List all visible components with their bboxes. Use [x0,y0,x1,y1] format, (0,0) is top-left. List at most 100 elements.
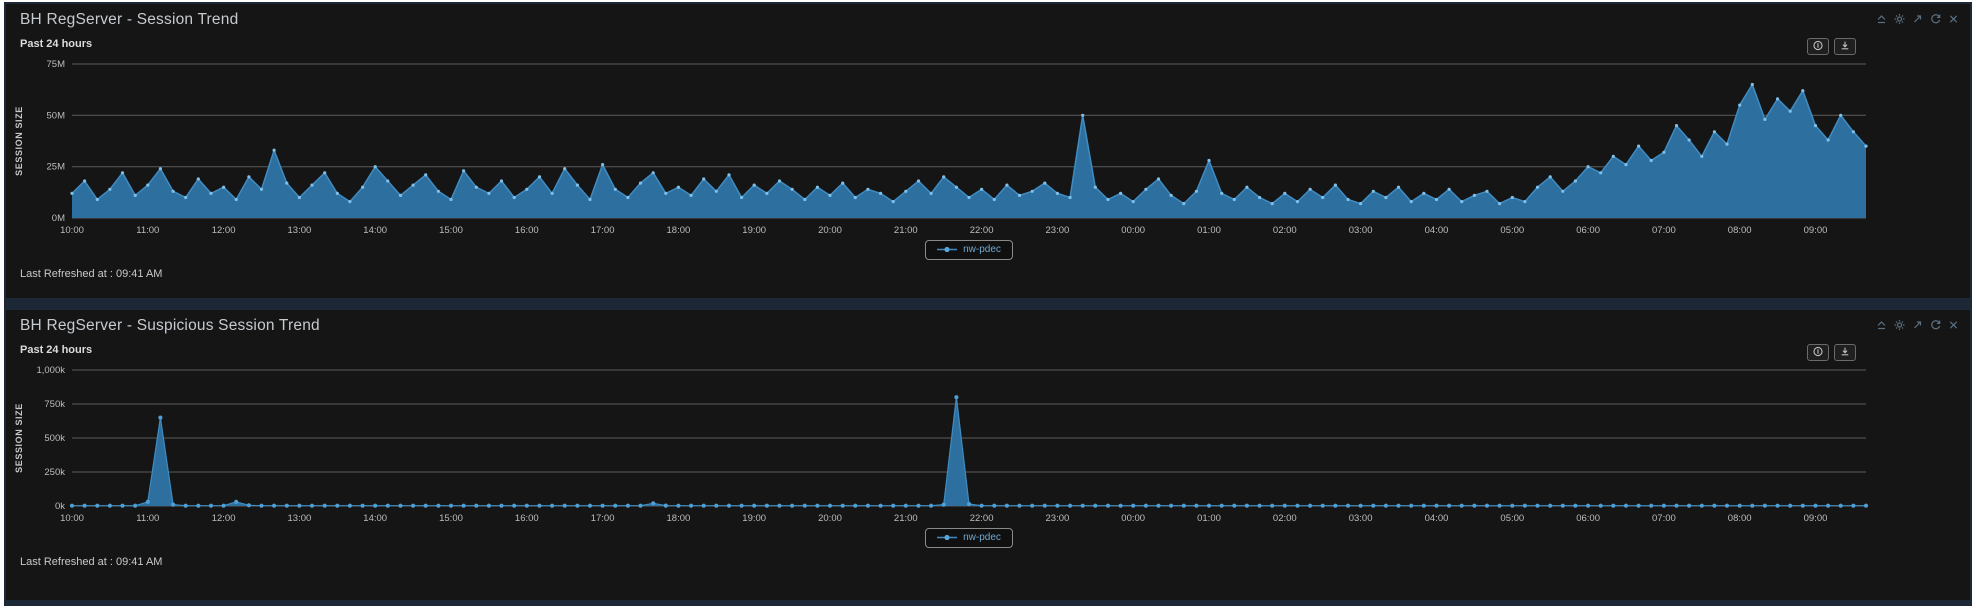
chart-info-button[interactable] [1807,38,1829,55]
timeframe-label: Past 24 hours [20,38,93,50]
download-button[interactable] [1834,344,1856,361]
svg-text:14:00: 14:00 [363,513,387,524]
svg-text:02:00: 02:00 [1273,513,1297,524]
svg-text:13:00: 13:00 [288,513,312,524]
panel-title: BH RegServer - Session Trend [20,11,239,28]
close-icon[interactable] [1946,318,1960,331]
panel-session-trend: BH RegServer - Session Trend Pas [6,4,1970,298]
last-refreshed-text: Last Refreshed at : 09:41 AM [20,268,163,280]
svg-text:22:00: 22:00 [970,225,994,236]
collapse-icon[interactable] [1874,318,1888,331]
svg-text:11:00: 11:00 [136,513,159,524]
svg-text:00:00: 00:00 [1121,225,1145,236]
refresh-icon[interactable] [1928,12,1942,25]
svg-text:04:00: 04:00 [1425,225,1449,236]
panel-title: BH RegServer - Suspicious Session Trend [20,317,320,334]
panel-header: BH RegServer - Suspicious Session Trend [6,310,1970,342]
svg-text:09:00: 09:00 [1804,225,1828,236]
svg-text:03:00: 03:00 [1349,225,1373,236]
svg-text:06:00: 06:00 [1576,225,1600,236]
svg-text:19:00: 19:00 [742,225,766,236]
info-circle-icon [1812,345,1824,360]
svg-text:10:00: 10:00 [60,225,84,236]
svg-text:01:00: 01:00 [1197,513,1221,524]
svg-text:08:00: 08:00 [1728,513,1752,524]
legend-label: nw-pdec [963,532,1001,543]
svg-text:02:00: 02:00 [1273,225,1297,236]
chart-toolbar [1807,38,1856,55]
expand-icon[interactable] [1910,12,1924,25]
panel-suspicious-session-trend: BH RegServer - Suspicious Session Trend [6,310,1970,600]
expand-icon[interactable] [1910,318,1924,331]
chart-toolbar [1807,344,1856,361]
close-icon[interactable] [1946,12,1960,25]
svg-text:0M: 0M [52,213,65,224]
svg-text:1,000k: 1,000k [36,365,65,376]
info-circle-icon [1812,39,1824,54]
svg-text:15:00: 15:00 [439,225,463,236]
svg-text:07:00: 07:00 [1652,513,1676,524]
session-trend-chart[interactable]: 0M 25M 50M 75M SESSION SIZE 10:00 11:00 12:00 13… [6,54,1966,240]
svg-text:04:00: 04:00 [1425,513,1449,524]
svg-text:00:00: 00:00 [1121,513,1145,524]
timeframe-label: Past 24 hours [20,344,93,356]
svg-text:23:00: 23:00 [1046,225,1070,236]
last-refreshed-text: Last Refreshed at : 09:41 AM [20,556,163,568]
svg-text:20:00: 20:00 [818,225,842,236]
svg-text:06:00: 06:00 [1576,513,1600,524]
svg-text:01:00: 01:00 [1197,225,1221,236]
settings-gear-icon[interactable] [1892,12,1906,25]
svg-text:50M: 50M [47,110,66,121]
svg-text:09:00: 09:00 [1804,513,1828,524]
svg-text:16:00: 16:00 [515,513,539,524]
svg-text:250k: 250k [44,467,65,478]
svg-text:500k: 500k [44,433,65,444]
legend-label: nw-pdec [963,244,1001,255]
svg-text:08:00: 08:00 [1728,225,1752,236]
svg-text:18:00: 18:00 [667,225,691,236]
svg-text:12:00: 12:00 [212,225,236,236]
svg-text:16:00: 16:00 [515,225,539,236]
svg-text:21:00: 21:00 [894,513,918,524]
svg-text:17:00: 17:00 [591,225,615,236]
svg-text:18:00: 18:00 [667,513,691,524]
panel-controls [1874,12,1960,25]
svg-text:75M: 75M [47,59,66,70]
dashboard: BH RegServer - Session Trend Pas [4,2,1972,606]
suspicious-session-trend-chart[interactable]: 0k 250k 500k 750k 1,000k SESSION SIZE 10:00 11:… [6,360,1966,528]
svg-text:15:00: 15:00 [439,513,463,524]
download-icon [1839,345,1851,360]
svg-text:0k: 0k [55,501,65,512]
legend-row: nw-pdec [72,528,1866,548]
chart-info-button[interactable] [1807,344,1829,361]
svg-text:19:00: 19:00 [742,513,766,524]
svg-text:05:00: 05:00 [1500,225,1524,236]
series-marker-icon [937,534,958,541]
svg-text:22:00: 22:00 [970,513,994,524]
svg-text:03:00: 03:00 [1349,513,1373,524]
download-button[interactable] [1834,38,1856,55]
svg-text:SESSION SIZE: SESSION SIZE [14,106,24,176]
svg-text:12:00: 12:00 [212,513,236,524]
legend-item-nw-pdec[interactable]: nw-pdec [925,528,1013,548]
svg-text:14:00: 14:00 [363,225,387,236]
svg-text:05:00: 05:00 [1500,513,1524,524]
svg-text:07:00: 07:00 [1652,225,1676,236]
svg-text:23:00: 23:00 [1046,513,1070,524]
svg-text:11:00: 11:00 [136,225,159,236]
legend-item-nw-pdec[interactable]: nw-pdec [925,240,1013,260]
settings-gear-icon[interactable] [1892,318,1906,331]
svg-text:17:00: 17:00 [591,513,615,524]
svg-text:25M: 25M [47,162,66,173]
svg-text:750k: 750k [44,399,65,410]
legend-row: nw-pdec [72,240,1866,260]
svg-text:13:00: 13:00 [288,225,312,236]
panel-controls [1874,318,1960,331]
svg-text:20:00: 20:00 [818,513,842,524]
download-icon [1839,39,1851,54]
refresh-icon[interactable] [1928,318,1942,331]
series-marker-icon [937,246,958,253]
svg-text:21:00: 21:00 [894,225,918,236]
svg-text:SESSION SIZE: SESSION SIZE [14,403,24,473]
collapse-icon[interactable] [1874,12,1888,25]
